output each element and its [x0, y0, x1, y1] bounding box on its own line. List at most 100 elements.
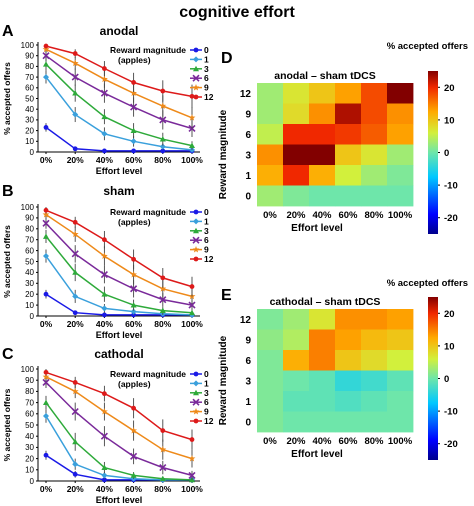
legend-entry: 0 — [204, 207, 209, 217]
data-point — [131, 405, 137, 411]
heatmap-cell — [387, 185, 414, 207]
series-line — [45, 255, 193, 316]
data-point — [102, 477, 107, 483]
data-point — [102, 237, 107, 243]
data-point — [102, 148, 107, 154]
heatmap-cell — [361, 329, 388, 351]
heatmap-cell — [335, 103, 362, 125]
heatmap-cell — [283, 350, 310, 371]
y-tick-label: 90 — [25, 214, 34, 223]
colorbar-tick-label: 0 — [444, 148, 449, 159]
legend-marker — [192, 408, 200, 415]
heatmap-cell — [335, 185, 362, 207]
x-tick-label: 40% — [96, 319, 113, 329]
data-point — [100, 432, 108, 440]
colorbar-title: % accepted offers — [387, 41, 468, 52]
heatmap-cell — [361, 309, 388, 330]
legend-title: Reward magnitude — [110, 207, 186, 217]
x-axis-label: Effort level — [291, 449, 343, 460]
x-axis-label: Effort level — [96, 330, 143, 340]
data-point — [43, 413, 49, 420]
heatmap-cell — [335, 411, 362, 433]
heatmap-cell — [309, 103, 336, 125]
y-axis-label: Reward magnitude — [218, 109, 229, 199]
legend-marker — [193, 227, 199, 234]
data-point — [72, 471, 78, 477]
heatmap-cell — [283, 144, 310, 166]
x-tick-label: 60% — [125, 484, 142, 494]
heatmap-cell — [387, 309, 414, 330]
legend-entry: 9 — [204, 245, 209, 255]
heatmap-cell — [257, 144, 284, 166]
y-tick-label: 30 — [25, 116, 34, 125]
x-tick-label: 0% — [263, 210, 277, 221]
data-point — [71, 73, 79, 81]
x-tick-label: 80% — [154, 484, 171, 494]
heatmap-cell — [387, 329, 414, 351]
series-line — [45, 381, 193, 477]
x-tick-label: 60% — [338, 436, 358, 447]
data-point — [130, 427, 138, 434]
y-tick-label: 60 — [25, 246, 34, 255]
legend-marker — [193, 218, 199, 225]
y-tick-label: 1 — [245, 397, 251, 408]
series-9 — [42, 372, 196, 468]
heatmap-cell — [257, 329, 284, 351]
legend-entry: 3 — [204, 388, 209, 398]
x-axis-label: Effort level — [291, 223, 343, 234]
data-point — [130, 127, 137, 133]
data-point — [160, 428, 166, 433]
data-point — [130, 138, 137, 145]
heatmap-cell — [387, 370, 414, 392]
y-tick-label: 20 — [25, 290, 34, 299]
x-tick-label: 80% — [364, 210, 384, 221]
data-point — [43, 61, 49, 67]
data-point — [130, 270, 138, 278]
colorbar — [428, 297, 438, 460]
series-line — [45, 45, 193, 98]
y-tick-label: 40 — [25, 268, 34, 277]
heatmap-cell — [309, 329, 336, 351]
heatmap-cell — [283, 391, 310, 412]
x-tick-label: 20% — [67, 319, 84, 329]
heatmap-cell — [361, 83, 388, 104]
heatmap-cell — [387, 83, 414, 104]
x-tick-label: 40% — [312, 436, 332, 447]
heatmap-cell — [387, 350, 414, 371]
data-point — [72, 146, 78, 152]
data-point — [189, 309, 195, 316]
heatmap-cell — [309, 350, 336, 371]
data-point — [159, 296, 167, 304]
x-axis-label: Effort level — [96, 166, 143, 176]
data-point — [100, 89, 108, 97]
heatmap-cell — [283, 103, 310, 125]
heatmap-cell — [361, 124, 388, 145]
heatmap-cell — [283, 83, 310, 104]
heatmap-cell — [257, 391, 284, 412]
heatmap-cell — [361, 370, 388, 392]
series-line — [45, 235, 193, 314]
data-point — [72, 380, 78, 385]
data-point — [43, 399, 49, 405]
data-point — [130, 452, 138, 460]
data-point — [130, 308, 137, 315]
heatmap-cell — [309, 124, 336, 145]
data-point — [159, 463, 167, 472]
data-point — [188, 301, 196, 309]
data-point — [71, 387, 79, 395]
series-6 — [42, 376, 196, 480]
y-tick-label: 70 — [25, 236, 34, 245]
heatmap-cell — [361, 391, 388, 412]
data-point — [159, 136, 166, 142]
x-tick-label: 60% — [338, 210, 358, 221]
heatmap-cell — [335, 350, 362, 371]
y-tick-label: 9 — [245, 109, 251, 120]
y-tick-label: 6 — [245, 130, 251, 141]
legend-entry: 9 — [204, 83, 209, 93]
legend-title-line2: (apples) — [118, 379, 151, 389]
series-line — [45, 293, 192, 316]
data-point — [188, 471, 196, 479]
